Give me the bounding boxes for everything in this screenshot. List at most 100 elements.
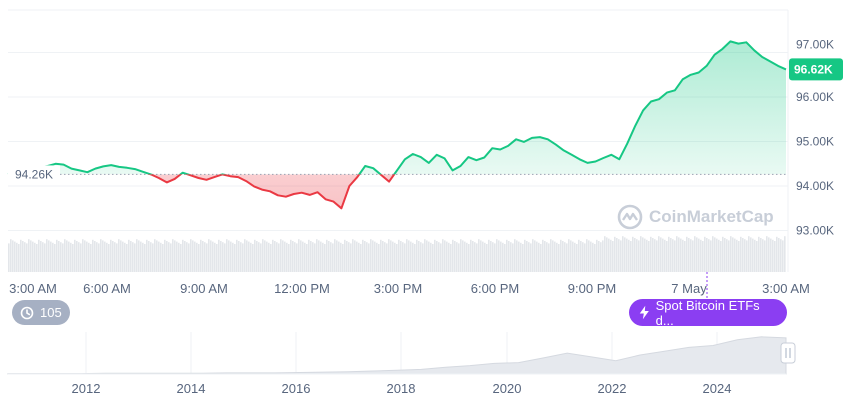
volume-bar — [340, 242, 342, 272]
volume-bar — [42, 242, 44, 272]
volume-bar — [54, 244, 56, 272]
volume-bar — [128, 239, 130, 272]
volume-bar — [766, 236, 768, 272]
volume-bar — [660, 237, 662, 272]
volume-bar — [390, 240, 392, 272]
volume-bar — [508, 241, 510, 272]
volume-bar — [586, 239, 588, 272]
volume-bar — [10, 239, 12, 272]
volume-bar — [370, 239, 372, 272]
volume-bar — [274, 241, 276, 272]
volume-bar — [538, 242, 540, 272]
volume-bar — [520, 242, 522, 272]
volume-bar — [102, 240, 104, 272]
volume-bar — [166, 241, 168, 272]
volume-bar — [642, 237, 644, 272]
watermark-text: CoinMarketCap — [649, 207, 774, 226]
volume-bar — [96, 242, 98, 272]
volume-bar — [88, 242, 90, 272]
volume-bar — [404, 243, 406, 272]
volume-bar — [550, 239, 552, 272]
overview-handle[interactable] — [780, 342, 796, 364]
volume-bar — [756, 241, 758, 272]
volume-bar — [690, 239, 692, 272]
volume-bar — [458, 243, 460, 272]
volume-bar — [290, 239, 292, 272]
volume-bar — [316, 239, 318, 272]
volume-bar — [658, 236, 660, 272]
volume-bar — [440, 243, 442, 272]
volume-bar — [246, 240, 248, 272]
volume-bar — [94, 241, 96, 272]
volume-bar — [104, 241, 106, 272]
y-tick-label: 96.00K — [796, 90, 834, 104]
volume-bar — [412, 242, 414, 272]
volume-bar — [28, 239, 30, 272]
volume-bar — [386, 243, 388, 272]
volume-bar — [750, 237, 752, 272]
volume-bar — [422, 243, 424, 272]
volume-bar — [540, 244, 542, 272]
overview-x-tick-label: 2014 — [177, 381, 206, 396]
volume-bar — [578, 239, 580, 272]
volume-bar — [126, 244, 128, 272]
volume-bar — [228, 240, 230, 272]
volume-bar — [198, 244, 200, 272]
overview-x-tick-label: 2020 — [493, 381, 522, 396]
volume-bar — [732, 237, 734, 272]
volume-bar — [496, 239, 498, 272]
volume-bar — [298, 239, 300, 272]
volume-bar — [518, 241, 520, 272]
volume-bar — [148, 241, 150, 272]
volume-bar — [778, 238, 780, 272]
volume-bar — [26, 243, 28, 272]
volume-bar — [780, 239, 782, 272]
volume-bar — [278, 243, 280, 272]
event-label: Spot Bitcoin ETFs d... — [655, 297, 760, 328]
volume-bar — [530, 243, 532, 272]
volume-bar — [512, 243, 514, 272]
volume-bar — [632, 236, 634, 272]
volume-bar — [150, 242, 152, 272]
volume-bar — [426, 240, 428, 272]
x-tick-label: 9:00 AM — [180, 281, 228, 296]
volume-bar — [216, 244, 218, 272]
volume-bar — [402, 242, 404, 272]
y-tick-label: 93.00K — [796, 224, 834, 238]
volume-bar — [244, 239, 246, 272]
volume-bar — [420, 242, 422, 272]
volume-bar — [206, 243, 208, 272]
volume-bar — [398, 239, 400, 272]
volume-bar — [714, 237, 716, 272]
volume-bar — [138, 240, 140, 272]
reference-label: 94.26K — [15, 167, 53, 181]
volume-bar — [30, 240, 32, 272]
volume-bar — [156, 240, 158, 272]
volume-bar — [736, 239, 738, 272]
volume-bar — [152, 243, 154, 272]
volume-bar — [562, 241, 564, 272]
volume-bar — [184, 241, 186, 272]
volume-bar — [56, 239, 58, 272]
volume-bar — [40, 241, 42, 272]
volume-bar — [208, 239, 210, 272]
volume-bar — [746, 240, 748, 272]
volume-bar — [772, 239, 774, 272]
volume-bar — [588, 240, 590, 272]
volume-bar — [342, 244, 344, 272]
volume-bar — [568, 239, 570, 272]
volume-bar — [722, 236, 724, 272]
event-button[interactable]: Spot Bitcoin ETFs d... — [629, 297, 787, 328]
volume-bar — [326, 239, 328, 272]
volume-bar — [666, 241, 668, 272]
volume-bar — [424, 239, 426, 272]
price-line-up — [7, 40, 787, 175]
volume-bar — [236, 239, 238, 272]
volume-bar — [570, 240, 572, 272]
volume-bar — [610, 239, 612, 272]
history-button[interactable]: 105 — [12, 300, 70, 325]
x-tick-label: 3:00 AM — [762, 281, 810, 296]
volume-bar — [408, 240, 410, 272]
volume-bar — [226, 239, 228, 272]
